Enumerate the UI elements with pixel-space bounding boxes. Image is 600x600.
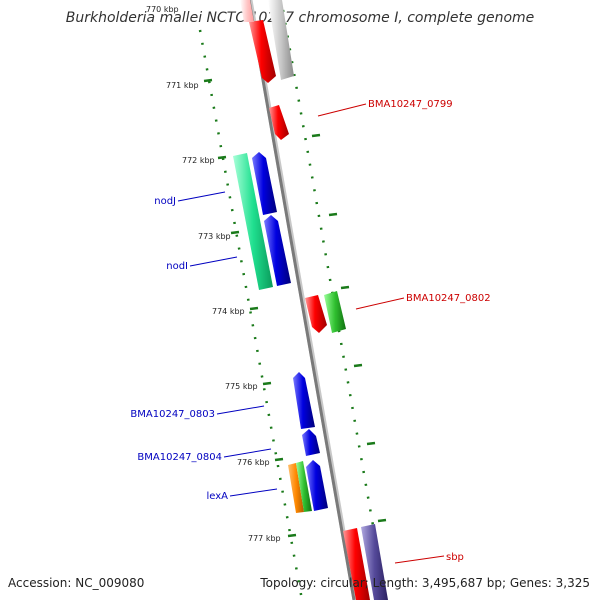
gene-arrow-blue[interactable] xyxy=(264,215,291,286)
tick-label: 775 kbp xyxy=(225,382,258,391)
major-ticks xyxy=(203,78,387,538)
gene-arrow-pink[interactable] xyxy=(240,0,254,22)
tick-label: 772 kbp xyxy=(182,156,215,165)
gene-label-sbp[interactable]: sbp xyxy=(446,552,464,563)
gene-label-nodi[interactable]: nodI xyxy=(166,261,188,272)
label-leaders-red xyxy=(317,103,445,564)
gene-arrow-green[interactable] xyxy=(324,291,346,333)
gene-label-nodj[interactable]: nodJ xyxy=(154,196,176,207)
tick-label: 774 kbp xyxy=(212,307,245,316)
tick-label: 773 kbp xyxy=(198,232,231,241)
tick-label: 771 kbp xyxy=(166,81,199,90)
tick-label: 777 kbp xyxy=(248,534,281,543)
gene-arrow-blue[interactable] xyxy=(293,372,315,429)
gene-arrow-blue[interactable] xyxy=(306,460,328,511)
gene-arrow-gray[interactable] xyxy=(268,0,294,80)
gene-label-bma10247-0802[interactable]: BMA10247_0802 xyxy=(406,293,491,304)
gene-arrow-red[interactable] xyxy=(305,295,327,333)
gene-arrow-blue[interactable] xyxy=(252,152,277,215)
gene-arrow-cyan[interactable] xyxy=(233,153,273,290)
gene-arrow-orange[interactable] xyxy=(288,463,304,513)
tick-label: 776 kbp xyxy=(237,458,270,467)
tick-label: 770 kbp xyxy=(146,5,179,14)
gene-label-lexa[interactable]: lexA xyxy=(206,491,228,502)
gene-arrow-green[interactable] xyxy=(296,461,312,512)
gene-arrow-red[interactable] xyxy=(269,105,289,140)
accession-text: Accession: NC_009080 xyxy=(8,576,145,590)
map-title: Burkholderia mallei NCTC 10247 chromosom… xyxy=(65,10,535,26)
gene-label-bma10247-0804[interactable]: BMA10247_0804 xyxy=(137,452,222,463)
topology-text: Topology: circular; Length: 3,495,687 bp… xyxy=(260,576,590,590)
gene-arrow-blue[interactable] xyxy=(302,429,320,456)
gene-arrow-purple[interactable] xyxy=(361,524,388,600)
inner-tick-track xyxy=(198,29,304,600)
label-leaders-blue xyxy=(177,191,278,497)
gene-arrow-red[interactable] xyxy=(343,528,370,600)
gene-label-bma10247-0799[interactable]: BMA10247_0799 xyxy=(368,99,453,110)
backbone xyxy=(247,0,356,600)
gene-arrow-red[interactable] xyxy=(249,20,276,83)
gene-label-bma10247-0803[interactable]: BMA10247_0803 xyxy=(130,409,215,420)
